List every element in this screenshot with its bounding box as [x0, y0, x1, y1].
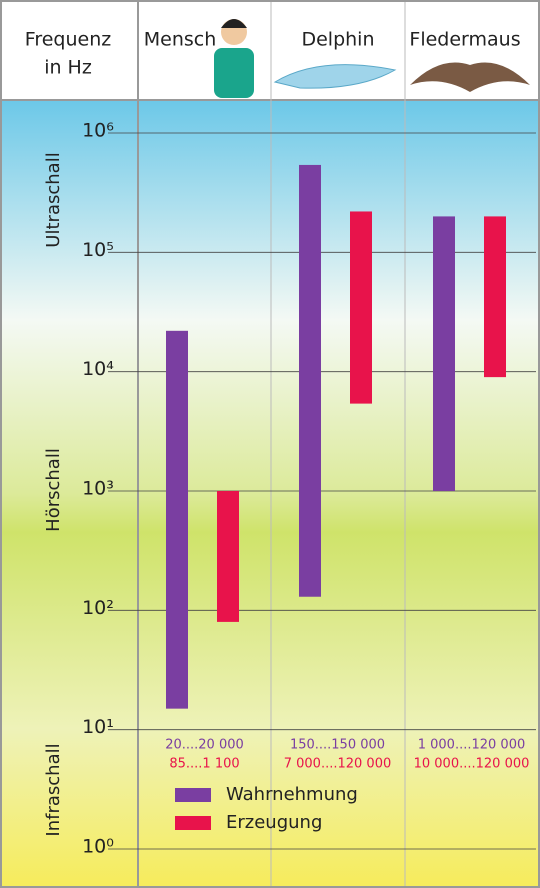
y-tick-label: 10⁶ — [82, 120, 114, 142]
range-label: 1 000....120 000 — [418, 738, 526, 753]
y-tick-label: 10⁴ — [82, 358, 114, 380]
range-label: 20....20 000 — [165, 738, 244, 753]
range-bar — [217, 491, 239, 622]
legend-swatch — [175, 816, 211, 830]
category-label: Fledermaus — [409, 29, 520, 51]
category-label: Mensch — [144, 29, 217, 51]
range-bar — [299, 164, 321, 597]
range-label: 85....1 100 — [169, 757, 239, 772]
legend-label: Wahrnehmung — [226, 784, 358, 805]
range-bar — [166, 330, 188, 709]
header-label: in Hz — [44, 57, 92, 79]
y-tick-label: 10³ — [82, 478, 114, 500]
legend-swatch — [175, 788, 211, 802]
range-label: 10 000....120 000 — [414, 757, 530, 772]
bat-icon — [410, 62, 530, 92]
range-bar — [433, 216, 455, 492]
range-label: 7 000....120 000 — [284, 757, 392, 772]
y-tick-label: 10⁵ — [82, 239, 114, 261]
band-label: Hörschall — [43, 448, 64, 532]
legend-label: Erzeugung — [226, 812, 322, 833]
range-bar — [484, 216, 506, 378]
header-label: Frequenz — [25, 29, 111, 51]
person-icon — [214, 19, 254, 98]
band-label: Infraschall — [43, 743, 64, 836]
y-tick-label: 10¹ — [82, 716, 114, 738]
y-tick-label: 10² — [82, 597, 114, 619]
dolphin-icon — [273, 64, 397, 89]
range-label: 150....150 000 — [290, 738, 385, 753]
band-label: Ultraschall — [43, 152, 64, 247]
category-label: Delphin — [301, 29, 374, 51]
range-bar — [350, 211, 372, 404]
y-tick-label: 10⁰ — [82, 836, 114, 858]
